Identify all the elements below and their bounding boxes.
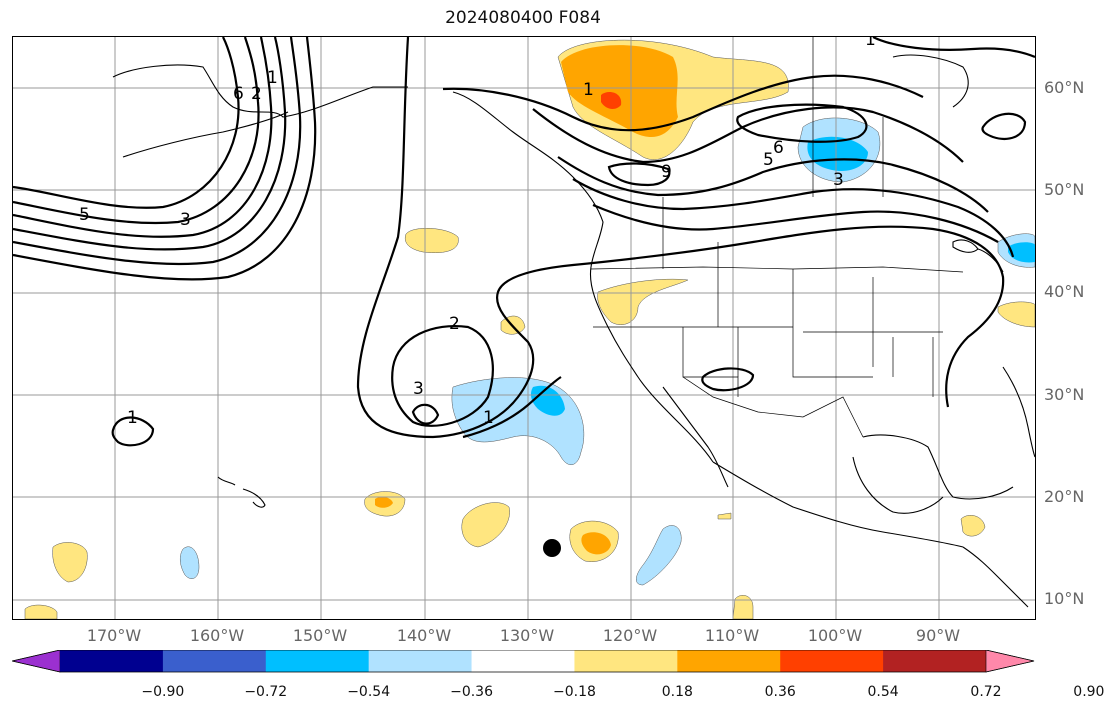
colorbar-segment <box>60 650 164 672</box>
positive-anomaly-patch <box>597 278 689 325</box>
lon-label: 110°W <box>704 626 760 645</box>
colorbar-extend-high <box>985 650 1035 673</box>
colorbar-segment <box>162 650 267 672</box>
lat-label: 50°N <box>1044 180 1085 199</box>
positive-anomaly-core <box>581 532 611 555</box>
colorbar-tick-label: −0.36 <box>450 684 493 700</box>
lon-label: 140°W <box>396 626 452 645</box>
positive-anomaly-patch <box>461 502 510 548</box>
lon-label: 100°W <box>807 626 863 645</box>
positive-anomaly-patch <box>960 515 986 537</box>
contour-label: 1 <box>127 408 138 428</box>
contour-label: 9 <box>661 162 672 182</box>
gridlines <box>13 37 1035 619</box>
negative-anomaly-patch <box>180 546 200 579</box>
contour-lines <box>13 37 1035 447</box>
contour-label: 1 <box>583 80 594 100</box>
lat-label: 60°N <box>1044 78 1085 97</box>
lon-label: 120°W <box>602 626 658 645</box>
colorbar-tick-label: −0.18 <box>552 684 596 700</box>
contour-label: 1 <box>483 408 494 428</box>
storm-center-marker <box>543 539 561 557</box>
negative-anomaly-southwest <box>451 377 585 465</box>
colorbar <box>12 650 1035 673</box>
positive-anomaly-region-core <box>561 45 678 137</box>
positive-anomaly-core <box>375 496 393 508</box>
contour-label: 3 <box>180 210 191 230</box>
colorbar-tick-label: 0.72 <box>970 684 1002 700</box>
positive-anomaly-patch <box>52 542 88 583</box>
positive-anomaly-patch <box>732 595 754 619</box>
lat-label: 10°N <box>1044 589 1085 608</box>
colorbar-segment <box>677 650 781 672</box>
lon-label: 90°W <box>915 626 961 645</box>
contour-label-group: 1 2 3 5 6 9 1 2 3 5 6 3 1 1 1 <box>79 37 876 428</box>
colorbar-tick-label: −0.90 <box>141 684 185 700</box>
colorbar-segment <box>471 650 575 672</box>
positive-anomaly-patch <box>24 604 58 619</box>
contour-label: 5 <box>763 150 774 170</box>
contour-label: 3 <box>413 379 424 399</box>
map-canvas: 1 2 3 5 6 9 1 2 3 5 6 3 1 1 1 <box>13 37 1035 619</box>
political-borders <box>590 37 964 438</box>
contour-label: 1 <box>865 37 876 50</box>
colorbar-segment <box>780 650 884 672</box>
colorbar-extend-low <box>12 650 61 673</box>
contour-label: 6 <box>233 84 244 104</box>
colorbar-tick-label: 0.36 <box>764 684 796 700</box>
contour-label: 3 <box>833 170 844 190</box>
colorbar-tick-label: 0.54 <box>867 684 899 700</box>
contour-label: 2 <box>449 314 460 334</box>
map-panel: 1 2 3 5 6 9 1 2 3 5 6 3 1 1 1 <box>12 36 1036 620</box>
lon-label: 130°W <box>499 626 555 645</box>
contour-label: 5 <box>79 205 90 225</box>
colorbar-segment <box>265 650 370 672</box>
lon-label: 170°W <box>86 626 142 645</box>
positive-anomaly-patch <box>405 228 459 253</box>
lon-label: 150°W <box>292 626 348 645</box>
negative-anomaly-patch <box>636 525 682 586</box>
lat-label: 40°N <box>1044 282 1085 301</box>
colorbar-segment <box>574 650 678 672</box>
positive-anomaly-patch <box>997 301 1035 328</box>
colorbar-tick-label: −0.54 <box>347 684 391 700</box>
lat-label: 30°N <box>1044 385 1085 404</box>
negative-anomaly-southwest-core <box>530 385 565 416</box>
colorbar-tick-label: −0.72 <box>244 684 288 700</box>
contour-label: 6 <box>773 138 784 158</box>
strong-anomaly-spot <box>601 92 622 109</box>
colorbar-segment <box>368 650 473 672</box>
colorbar-outline <box>12 650 1035 673</box>
coastlines <box>112 54 1035 608</box>
negative-anomaly-core <box>807 136 868 172</box>
colorbar-tick-label: 0.90 <box>1073 684 1105 700</box>
contour-label: 2 <box>251 84 262 104</box>
contour-label: 1 <box>267 68 278 88</box>
colorbar-tick-label: 0.18 <box>661 684 693 700</box>
negative-anomaly-east-core <box>1008 242 1035 263</box>
map-title: 2024080400 F084 <box>445 8 601 28</box>
positive-anomaly-patch <box>717 512 732 520</box>
lon-label: 160°W <box>189 626 245 645</box>
colorbar-segment <box>883 650 987 672</box>
lat-label: 20°N <box>1044 487 1085 506</box>
